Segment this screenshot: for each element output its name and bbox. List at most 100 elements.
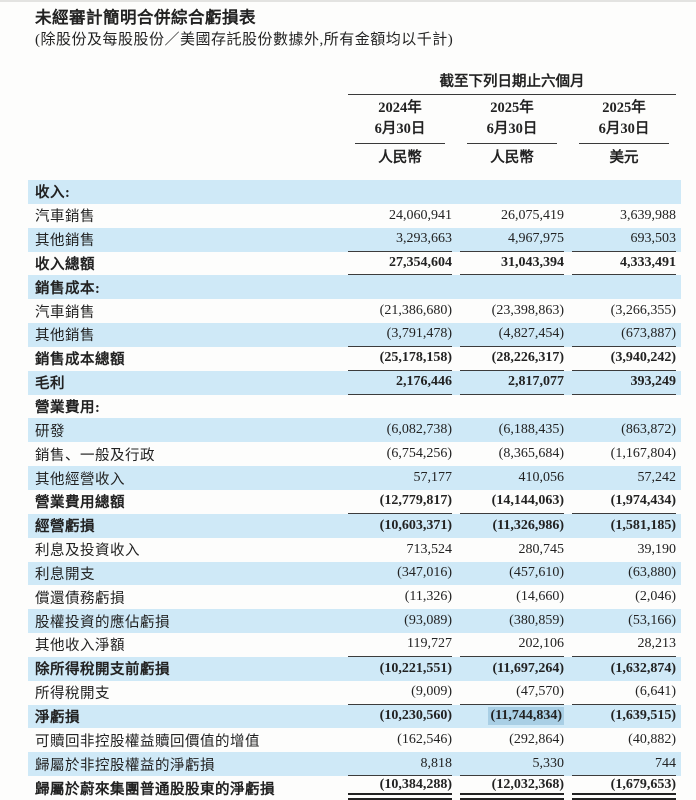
value-cell: (10,384,288) [348, 776, 452, 800]
column-header-2024-rmb: 2024年 6月30日 人民幣 [348, 98, 452, 168]
value-cell: (3,266,355) [610, 303, 676, 319]
column-date: 2025年 6月30日 [579, 98, 669, 144]
row-label: 研發 [35, 423, 65, 440]
value-cell: (25,178,158) [348, 347, 452, 371]
table-row-operating-expenses-header: 營業費用: [28, 395, 681, 419]
value-cell: (10,230,560) [379, 708, 452, 724]
value-cell [572, 275, 676, 299]
page-subtitle: (除股份及每股股份／美國存託股份數據外,所有金額均以千計) [35, 32, 454, 48]
value-cell: (12,779,817) [348, 490, 452, 514]
value-cell: (10,221,551) [379, 660, 452, 676]
row-label: 其他銷售 [35, 328, 95, 345]
table-row-net-loss-attributable-ordinary-shareholders: 歸屬於蔚來集團普通股股東的淨虧損 (10,384,288) (12,032,36… [28, 776, 681, 800]
value-cell: 4,967,975 [460, 228, 564, 252]
table-row-cost-other-sales: 其他銷售 (3,791,478) (4,827,454) (673,887) [28, 323, 681, 347]
row-label: 可贖回非控股權益贖回價值的增值 [35, 733, 260, 750]
table-row-net-loss-attributable-nci: 歸屬於非控股權益的淨虧損 8,818 5,330 744 [28, 752, 681, 777]
value-cell: 39,190 [637, 541, 677, 557]
value-cell: (1,639,515) [610, 708, 676, 724]
table-row-vehicle-sales: 汽車銷售 24,060,941 26,075,419 3,639,988 [28, 204, 681, 228]
value-cell: (6,641) [572, 681, 676, 705]
value-cell: (14,660) [516, 589, 564, 605]
value-cell [348, 395, 452, 419]
value-cell: 713,524 [406, 541, 453, 557]
selected-net-loss-value: (11,744,834) [488, 707, 564, 726]
table-row-revenues-header: 收入: [28, 180, 681, 204]
value-cell: (11,744,834) [460, 705, 564, 729]
value-cell: 2,176,446 [348, 371, 452, 395]
row-label: 收入總額 [35, 256, 95, 273]
column-year: 2025年 [602, 100, 646, 116]
table-row-interest-investment-income: 利息及投資收入 713,524 280,745 39,190 [28, 538, 681, 562]
table-row-cost-vehicle-sales: 汽車銷售 (21,386,680) (23,398,863) (3,266,35… [28, 299, 681, 323]
header-spacer [35, 72, 348, 168]
value-cell: 280,745 [518, 541, 565, 557]
value-cell: (23,398,863) [491, 303, 564, 319]
row-label: 利息及投資收入 [35, 543, 140, 560]
value-cell: 410,056 [518, 470, 565, 486]
period-header: 截至下列日期止六個月 [348, 72, 676, 95]
row-label: 淨虧損 [35, 709, 80, 726]
column-currency: 人民幣 [490, 150, 534, 166]
value-cell: 3,293,663 [348, 228, 452, 252]
table-row-loss-on-debt-extinguishment: 償還債務虧損 (11,326) (14,660) (2,046) [28, 585, 681, 609]
table-row-other-sales: 其他銷售 3,293,663 4,967,975 693,503 [28, 227, 681, 252]
row-label: 歸屬於非控股權益的淨虧損 [35, 757, 215, 774]
column-year: 2025年 [490, 100, 534, 116]
value-cell: (6,188,435) [498, 422, 564, 438]
row-label: 償還債務虧損 [35, 590, 125, 607]
value-cell: (3,940,242) [572, 347, 676, 371]
table-row-net-loss: 淨虧損 (10,230,560) (11,744,834) (1,639,515… [28, 704, 681, 729]
value-cell [348, 275, 452, 299]
value-cell: (12,032,368) [460, 776, 564, 800]
value-cell: 31,043,394 [460, 252, 564, 276]
value-cell: 57,177 [413, 470, 453, 486]
table-row-total-cost-of-sales: 銷售成本總額 (25,178,158) (28,226,317) (3,940,… [28, 347, 681, 371]
row-label: 經營虧損 [35, 519, 95, 536]
row-label: 汽車銷售 [35, 304, 95, 321]
value-cell [572, 180, 676, 204]
value-cell: (4,827,454) [460, 323, 564, 347]
value-cell: (1,974,434) [572, 490, 676, 514]
value-cell: 202,106 [460, 633, 564, 657]
row-label: 利息開支 [35, 566, 95, 583]
row-label: 銷售成本: [35, 280, 101, 297]
value-cell: (162,546) [397, 732, 452, 748]
date-columns: 2024年 6月30日 人民幣 2025年 6月30日 人民幣 2025年 6月 [348, 98, 676, 168]
value-cell: 744 [572, 752, 676, 777]
value-cell [460, 180, 564, 204]
value-cell: (9,009) [348, 681, 452, 705]
column-date: 2025年 6月30日 [467, 98, 557, 144]
row-label: 汽車銷售 [35, 209, 95, 226]
value-cell: 57,242 [637, 470, 677, 486]
value-cell: (3,791,478) [348, 323, 452, 347]
row-label: 股權投資的應佔虧損 [35, 614, 170, 631]
column-day: 6月30日 [598, 121, 650, 137]
value-cell: (8,365,684) [498, 446, 564, 462]
value-cell: (673,887) [572, 323, 676, 347]
value-cell: (28,226,317) [460, 347, 564, 371]
value-cell: (40,882) [628, 732, 676, 748]
table-row-loss-from-operations: 經營虧損 (10,603,371) (11,326,986) (1,581,18… [28, 513, 681, 538]
table-row-income-tax-expense: 所得稅開支 (9,009) (47,570) (6,641) [28, 681, 681, 705]
value-cell: (53,166) [628, 613, 676, 629]
table-row-gross-profit: 毛利 2,176,446 2,817,077 393,249 [28, 370, 681, 395]
table-row-loss-before-income-tax: 除所得稅開支前虧損 (10,221,551) (11,697,264) (1,6… [28, 656, 681, 681]
value-cell: 119,727 [348, 633, 452, 657]
value-cell: 4,333,491 [572, 252, 676, 276]
value-cell: (11,326,986) [492, 517, 564, 533]
value-cell: (2,046) [635, 589, 676, 605]
row-label: 除所得稅開支前虧損 [35, 662, 170, 679]
table-row-total-revenues: 收入總額 27,354,604 31,043,394 4,333,491 [28, 252, 681, 276]
table-row-accretion-redeemable-nci: 可贖回非控股權益贖回價值的增值 (162,546) (292,864) (40,… [28, 728, 681, 752]
table-row-selling-general-admin: 銷售、一般及行政 (6,754,256) (8,365,684) (1,167,… [28, 442, 681, 466]
value-cell: (347,016) [397, 565, 452, 581]
value-cell: (1,581,185) [610, 517, 676, 533]
value-cell: (6,082,738) [386, 422, 452, 438]
value-cell: (14,144,063) [460, 490, 564, 514]
value-cell [460, 395, 564, 419]
row-label: 其他銷售 [35, 233, 95, 250]
value-cell: (1,679,653) [572, 776, 676, 800]
column-header-2025-usd: 2025年 6月30日 美元 [572, 98, 676, 168]
